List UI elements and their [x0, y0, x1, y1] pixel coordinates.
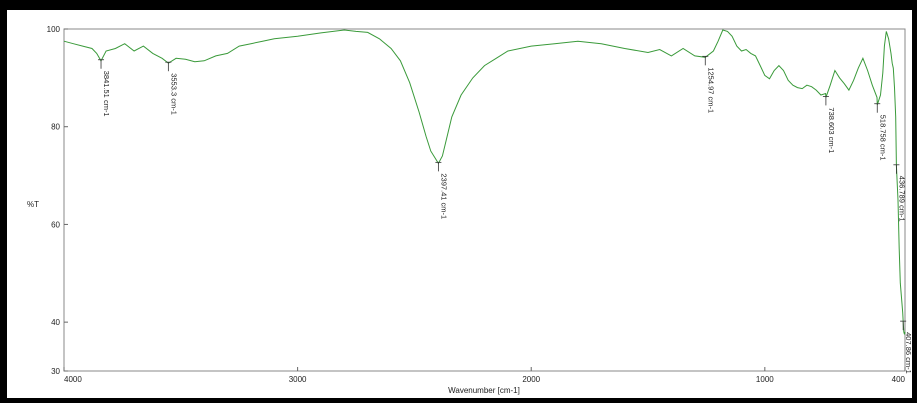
y-tick-label: 100 — [47, 25, 61, 34]
peak-marker: 1254.97 cm-1 — [702, 55, 715, 113]
peak-marker: 436.789 cm-1 — [893, 164, 906, 222]
ir-spectrum-chart: 30 40 60 80 100 4000 3000 2000 1000 400 %T Waven… — [27, 25, 912, 395]
x-tick-label: 2000 — [522, 375, 540, 384]
peak-marker: 3553.3 cm-1 — [165, 61, 178, 115]
plot-area — [63, 28, 906, 372]
chart-frame: 30 40 60 80 100 4000 3000 2000 1000 400 %T Waven… — [7, 10, 912, 398]
peak-label: 3841.51 cm-1 — [102, 71, 111, 117]
x-tick-label: 3000 — [289, 375, 307, 384]
y-axis-label: %T — [27, 200, 39, 209]
peak-label: 407.86 cm-1 — [904, 332, 912, 374]
peak-label: 1254.97 cm-1 — [706, 67, 715, 113]
x-axis-label: Wavenumber [cm-1] — [448, 386, 520, 395]
y-tick-label: 60 — [51, 220, 60, 229]
peak-label: 3553.3 cm-1 — [169, 73, 178, 115]
y-tick-label: 80 — [51, 123, 60, 132]
peak-label: 2397.41 cm-1 — [439, 173, 448, 219]
peak-marker: 3841.51 cm-1 — [98, 59, 111, 117]
peak-label: 518.758 cm-1 — [878, 115, 887, 161]
peak-marker: 407.86 cm-1 — [900, 320, 912, 374]
x-tick-label: 1000 — [756, 375, 774, 384]
x-tick-label: 4000 — [64, 375, 82, 384]
peak-marker: 2397.41 cm-1 — [435, 161, 448, 219]
peak-label: 738.603 cm-1 — [827, 107, 836, 153]
x-tick-label: 400 — [892, 375, 906, 384]
y-tick-label: 30 — [51, 367, 60, 376]
peak-annotations: 3841.51 cm-1 3553.3 cm-1 2397.41 cm-1 1254.… — [98, 55, 912, 374]
peak-marker: 738.603 cm-1 — [822, 96, 836, 153]
y-axis-ticks: 30 40 60 80 100 — [47, 25, 68, 376]
peak-marker: 518.758 cm-1 — [874, 103, 887, 161]
spectrum-line — [63, 29, 906, 335]
x-axis-ticks: 4000 3000 2000 1000 400 — [63, 367, 906, 384]
peak-label: 436.789 cm-1 — [897, 176, 906, 222]
y-tick-label: 40 — [51, 318, 60, 327]
